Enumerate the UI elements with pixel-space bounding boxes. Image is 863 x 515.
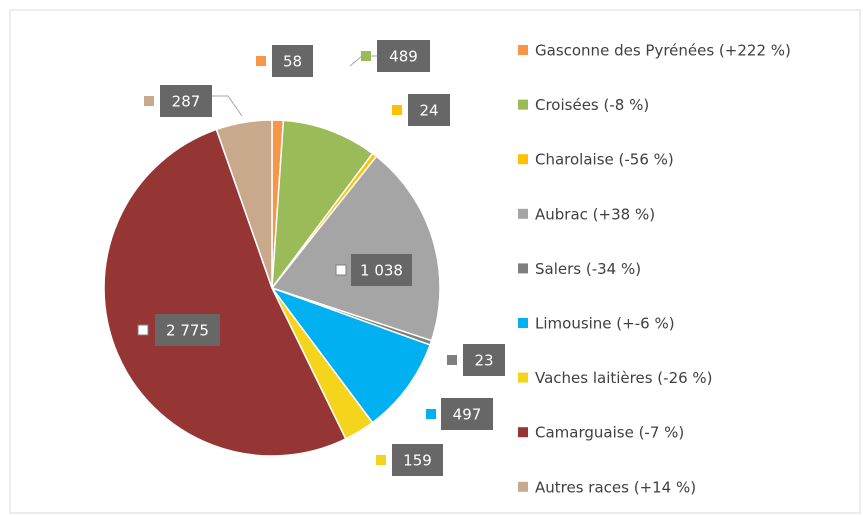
- label-marker: [256, 56, 266, 66]
- label-box: [272, 45, 313, 77]
- label-marker: [335, 264, 347, 276]
- label-marker: [361, 51, 371, 61]
- label-marker: [426, 409, 436, 419]
- label-box: [392, 444, 443, 476]
- label-marker: [144, 96, 154, 106]
- legend-label: Aubrac (+38 %): [535, 205, 655, 223]
- pie-slice: [270, 155, 441, 342]
- label-marker: [447, 355, 457, 365]
- label-box: [155, 314, 220, 346]
- legend-label: Camarguaise (-7 %): [535, 424, 684, 442]
- legend-swatch: [518, 45, 528, 55]
- legend-label: Salers (-34 %): [535, 260, 641, 278]
- data-label: 489: [389, 48, 418, 66]
- label-box: [463, 344, 505, 376]
- pie-slice: [271, 119, 374, 291]
- legend-swatch: [518, 427, 528, 438]
- legend-swatch: [518, 208, 528, 219]
- pie-slice: [215, 119, 273, 289]
- legend-swatch: [518, 318, 528, 328]
- data-label: 159: [403, 452, 432, 470]
- legend-label: Limousine (+-6 %): [535, 315, 675, 333]
- data-label: 497: [453, 406, 482, 424]
- leader-line: [212, 95, 243, 117]
- data-label: 23: [474, 352, 493, 370]
- legend-swatch: [518, 481, 528, 492]
- legend-swatch: [518, 263, 528, 274]
- legend-swatch: [518, 372, 528, 383]
- legend-label: Autres races (+14 %): [535, 478, 696, 496]
- label-box: [351, 254, 412, 286]
- data-label: 2 775: [166, 322, 209, 340]
- legend-label: Croisées (-8 %): [535, 96, 649, 114]
- pie-slice: [103, 128, 347, 457]
- label-box: [441, 398, 493, 430]
- label-box: [408, 94, 450, 126]
- label-box: [160, 85, 212, 117]
- legend-swatch: [518, 154, 528, 165]
- legend-label: Charolaise (-56 %): [535, 151, 674, 169]
- data-label: 287: [172, 93, 201, 111]
- data-label: 58: [283, 53, 302, 71]
- pie-slice: [269, 286, 432, 424]
- legend-label: Vaches laitières (-26 %): [535, 369, 713, 387]
- legend-swatch: [518, 99, 528, 110]
- data-label: 1 038: [360, 262, 403, 280]
- legend-label: Gasconne des Pyrénées (+222 %): [535, 42, 791, 60]
- label-box: [377, 40, 430, 72]
- label-marker: [137, 324, 149, 336]
- label-marker: [376, 455, 386, 465]
- data-label: 24: [419, 102, 438, 120]
- label-marker: [392, 105, 402, 115]
